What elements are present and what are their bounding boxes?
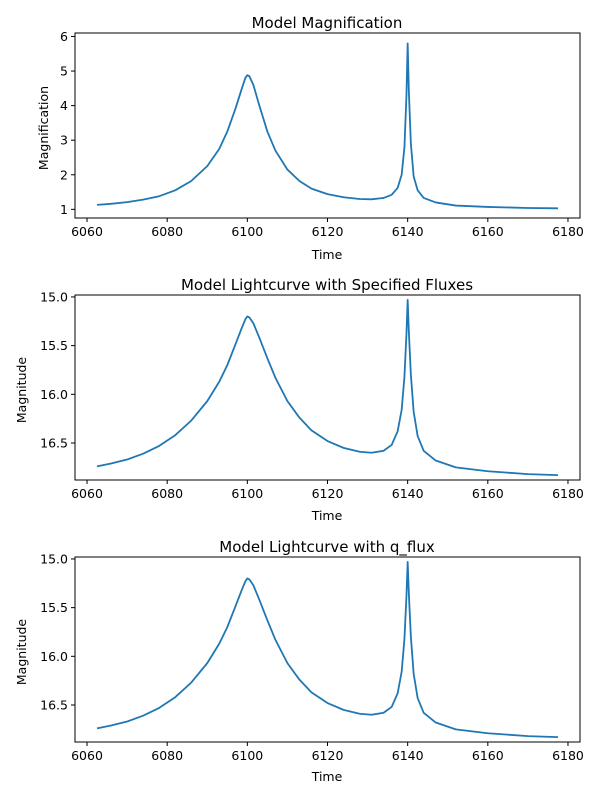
magnification-panel: Model Magnification Time Magnification 6… — [36, 14, 584, 262]
x-tick-label: 6180 — [552, 748, 584, 763]
plot-series — [96, 560, 558, 739]
x-tick-label: 6180 — [552, 486, 584, 501]
plot-series — [96, 298, 558, 477]
y-axis-label: Magnitude — [14, 357, 29, 424]
lightcurve-specified-fluxes-panel: Model Lightcurve with Specified Fluxes T… — [14, 276, 584, 523]
plot-series — [96, 42, 558, 210]
chart-title: Model Magnification — [252, 14, 403, 32]
y-tick-label: 16.0 — [40, 387, 68, 402]
x-tick-label: 6080 — [151, 486, 183, 501]
x-tick-label: 6060 — [71, 486, 103, 501]
x-axis-label: Time — [311, 769, 343, 784]
x-tick-label: 6160 — [472, 748, 504, 763]
y-tick-label: 16.0 — [40, 649, 68, 664]
y-tick-label: 16.5 — [40, 436, 68, 451]
lightcurve-q-flux-panel: Model Lightcurve with q_flux Time Magnit… — [14, 538, 584, 784]
x-tick-label: 6100 — [231, 748, 263, 763]
y-tick-label: 1 — [60, 202, 68, 217]
chart-title: Model Lightcurve with Specified Fluxes — [181, 276, 473, 294]
y-tick-label: 6 — [60, 29, 68, 44]
axis-ticks: 6060 6080 6100 6120 6140 6160 6180 1 2 3 4 5 6 — [60, 29, 584, 239]
x-tick-label: 6120 — [312, 224, 344, 239]
x-tick-label: 6060 — [71, 748, 103, 763]
y-axis-label: Magnification — [36, 86, 51, 170]
x-tick-label: 6140 — [392, 486, 424, 501]
x-tick-label: 6060 — [71, 224, 103, 239]
x-tick-label: 6140 — [392, 748, 424, 763]
y-tick-label: 16.5 — [40, 698, 68, 713]
x-tick-label: 6100 — [231, 224, 263, 239]
y-tick-label: 15.0 — [40, 289, 68, 304]
y-tick-label: 3 — [60, 133, 68, 148]
y-tick-label: 15.0 — [40, 551, 68, 566]
series-line-magnitude — [96, 560, 558, 739]
x-axis-label: Time — [311, 508, 343, 523]
x-tick-label: 6140 — [392, 224, 424, 239]
axes-frame — [74, 294, 581, 481]
x-tick-label: 6120 — [312, 486, 344, 501]
x-tick-label: 6160 — [472, 224, 504, 239]
axis-ticks: 6060 6080 6100 6120 6140 6160 6180 15.0 15.5 16.0… — [40, 551, 584, 763]
y-tick-label: 15.5 — [40, 600, 68, 615]
y-tick-label: 5 — [60, 64, 68, 79]
x-tick-label: 6100 — [231, 486, 263, 501]
x-tick-label: 6080 — [151, 224, 183, 239]
axis-ticks: 6060 6080 6100 6120 6140 6160 6180 15.0 15.5 16.0… — [40, 289, 584, 501]
y-tick-label: 2 — [60, 167, 68, 182]
series-line-magnification — [96, 42, 558, 210]
chart-title: Model Lightcurve with q_flux — [219, 538, 435, 557]
x-axis-label: Time — [311, 247, 343, 262]
y-tick-label: 4 — [60, 98, 68, 113]
x-tick-label: 6180 — [552, 224, 584, 239]
x-tick-label: 6120 — [312, 748, 344, 763]
axes-frame — [74, 556, 581, 743]
series-line-magnitude — [96, 298, 558, 477]
axes-frame — [74, 32, 581, 219]
y-axis-label: Magnitude — [14, 619, 29, 686]
y-tick-label: 15.5 — [40, 338, 68, 353]
x-tick-label: 6080 — [151, 748, 183, 763]
x-tick-label: 6160 — [472, 486, 504, 501]
